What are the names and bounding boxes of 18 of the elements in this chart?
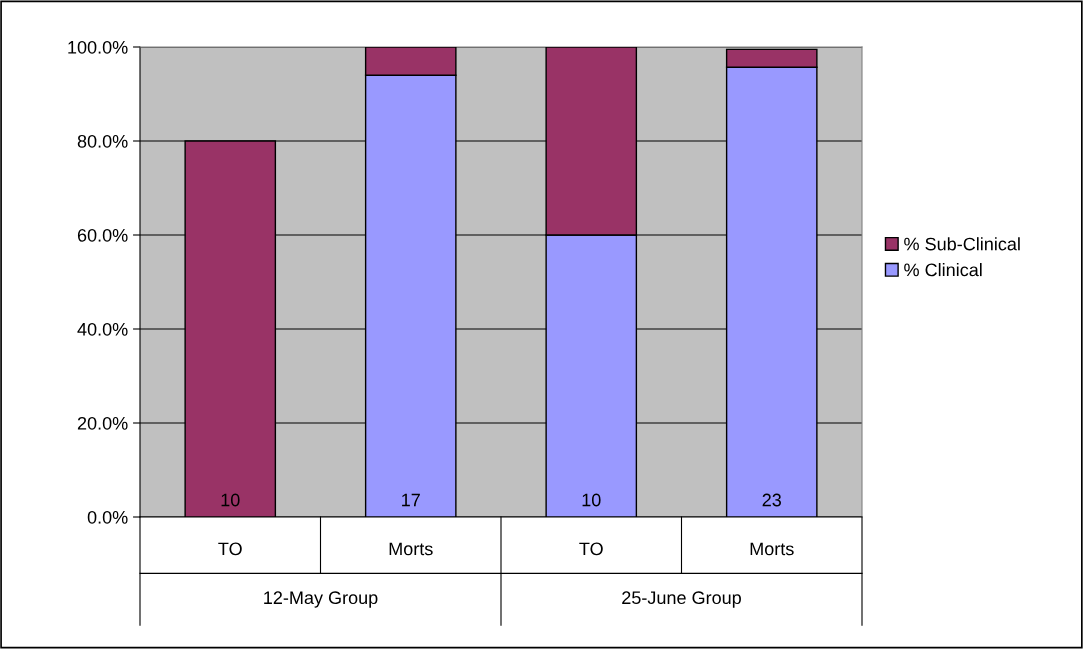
text: 25-June Group <box>622 591 741 608</box>
y-tick-label: 40.0% <box>77 322 128 336</box>
annotation: 17 <box>402 493 420 507</box>
legend-label: % Clinical <box>904 263 982 277</box>
annotation: 10 <box>582 493 601 507</box>
annotation: 10 <box>221 493 240 507</box>
x-tick-label: TO <box>579 542 603 556</box>
annotation: 23 <box>762 493 781 507</box>
x-tick-label: Morts <box>389 542 433 556</box>
x-tick-label: Morts <box>750 542 794 556</box>
legend-label: % Sub-Clinical <box>904 237 1020 251</box>
y-tick-label: 80.0% <box>77 134 128 148</box>
y-tick-label: 60.0% <box>77 228 128 242</box>
text: 12-May Group <box>264 591 378 608</box>
y-tick-label: 100.0% <box>68 40 128 54</box>
y-tick-label: 20.0% <box>77 416 128 430</box>
x-tick-label: TO <box>218 542 242 556</box>
y-tick-label: 0.0% <box>87 510 128 524</box>
